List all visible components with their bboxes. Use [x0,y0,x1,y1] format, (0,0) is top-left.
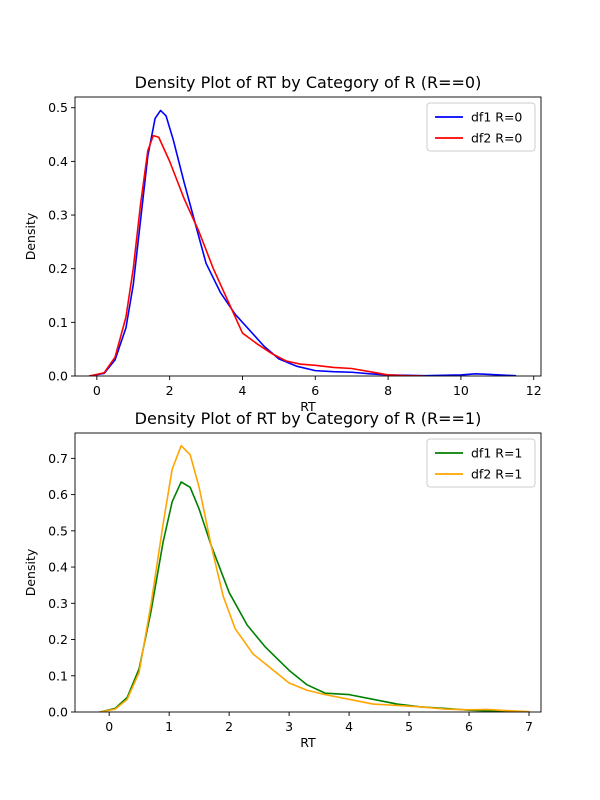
x-tick-label: 0 [105,719,113,734]
y-axis-label: Density [23,212,38,260]
legend: df1 R=0 df2 R=0 [426,102,536,152]
axes-frame [74,432,542,713]
x-tick-label: 10 [453,383,469,398]
chart-title: Density Plot of RT by Category of R (R==… [135,409,482,428]
y-tick-label: 0.6 [48,487,68,502]
y-tick-label: 0.3 [48,596,68,611]
legend-entry: df2 R=0 [471,131,522,146]
x-tick-label: 1 [165,719,173,734]
y-tick-label: 0.0 [48,369,68,384]
x-tick-label: 4 [238,383,246,398]
y-tick-label: 0.4 [48,560,68,575]
y-tick-label: 0.0 [48,705,68,720]
series-line-0-1 [88,134,426,376]
legend-box [426,438,536,488]
y-tick-label: 0.7 [48,451,68,466]
x-tick-label: 6 [311,383,319,398]
legend: df1 R=1 df2 R=1 [426,438,536,488]
legend-entry: df1 R=1 [471,446,522,461]
x-tick-label: 2 [166,383,174,398]
x-tick-label: 12 [526,383,542,398]
legend-entry: df2 R=1 [471,467,522,482]
x-tick-label: 7 [525,719,533,734]
x-axis-label: RT [300,399,316,414]
x-tick-label: 4 [345,719,353,734]
y-tick-label: 0.2 [48,261,68,276]
x-tick-label: 5 [405,719,413,734]
y-tick-label: 0.1 [48,315,68,330]
y-tick-label: 0.5 [48,100,68,115]
series-line-1-1 [99,444,530,712]
y-axis-label: Density [23,548,38,596]
x-tick-label: 2 [225,719,233,734]
axes-frame [74,96,542,377]
y-tick-label: 0.5 [48,523,68,538]
x-tick-label: 8 [384,383,392,398]
y-tick-label: 0.3 [48,208,68,223]
legend-entry: df1 R=0 [471,110,522,125]
legend-box [426,102,536,152]
x-tick-label: 6 [465,719,473,734]
x-axis-label: RT [300,735,316,750]
subplot-0: 0 2 4 6 8 10 12 0.0 0.1 0.2 0.3 0.4 0.5 Density Plot … [23,73,542,414]
subplot-1: 0 1 2 3 4 5 6 7 0.0 0.1 0.2 0.3 0.4 0.5 0.6 0.7 Density … [23,409,542,750]
x-tick-label: 0 [93,383,101,398]
chart-title: Density Plot of RT by Category of R (R==… [135,73,482,92]
y-tick-label: 0.2 [48,632,68,647]
x-tick-label: 3 [285,719,293,734]
y-tick-label: 0.4 [48,154,68,169]
y-tick-label: 0.1 [48,668,68,683]
